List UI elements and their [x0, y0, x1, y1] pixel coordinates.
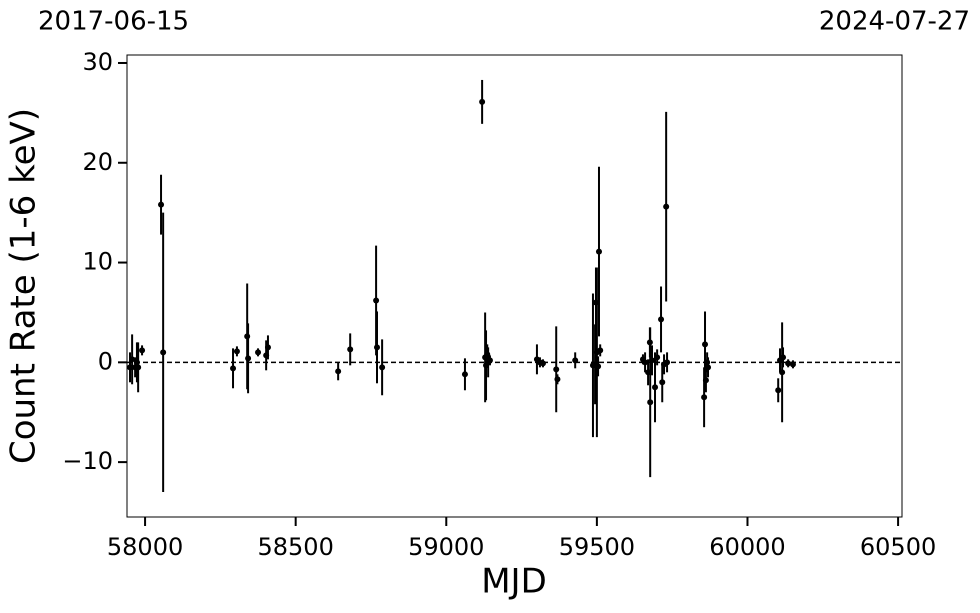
point — [158, 201, 165, 208]
point — [775, 387, 782, 394]
point — [347, 346, 354, 353]
point — [642, 359, 649, 366]
point — [379, 364, 386, 371]
x-tick-label: 59000 — [408, 533, 484, 561]
point — [129, 356, 136, 363]
x-tick-label: 60000 — [709, 533, 785, 561]
point — [705, 364, 712, 371]
point — [663, 203, 670, 210]
point — [595, 248, 602, 255]
y-axis-label: Count Rate (1-6 keV) — [4, 108, 44, 464]
point — [701, 394, 708, 401]
point — [649, 357, 655, 364]
point — [374, 344, 380, 351]
x-axis-label: MJD — [481, 562, 547, 602]
point — [230, 365, 237, 372]
plot-frame — [126, 54, 903, 518]
point — [486, 357, 493, 364]
point — [135, 364, 142, 371]
point — [479, 98, 486, 105]
y-tick-label: −10 — [62, 447, 113, 475]
point — [597, 347, 604, 354]
x-tick-label: 59500 — [559, 533, 635, 561]
point — [245, 355, 252, 362]
point — [335, 368, 342, 375]
point — [779, 369, 786, 376]
point — [233, 348, 240, 355]
point — [702, 377, 709, 384]
point — [789, 361, 796, 368]
point — [539, 360, 546, 367]
point — [664, 359, 671, 366]
point — [658, 316, 665, 323]
point — [595, 363, 602, 370]
start-date: 2017-06-15 — [38, 7, 189, 37]
point — [264, 344, 271, 351]
point — [139, 347, 146, 354]
point — [659, 379, 666, 386]
x-tick-label: 58000 — [107, 533, 183, 561]
point — [652, 384, 659, 391]
y-tick-label: 0 — [98, 347, 113, 375]
point — [702, 341, 709, 348]
point — [572, 357, 579, 364]
x-tick-label: 60500 — [860, 533, 936, 561]
point — [461, 371, 468, 378]
end-date: 2024-07-27 — [819, 7, 970, 37]
point — [373, 297, 380, 304]
point — [554, 376, 561, 383]
point — [647, 399, 654, 406]
y-tick-label: 20 — [82, 148, 113, 176]
point — [780, 354, 787, 361]
point — [553, 366, 560, 373]
point — [160, 349, 167, 356]
y-tick-label: 30 — [82, 48, 113, 76]
x-tick-label: 58500 — [257, 533, 333, 561]
point — [654, 354, 661, 361]
y-tick-label: 10 — [82, 248, 113, 276]
point — [255, 349, 262, 356]
point — [785, 360, 792, 367]
